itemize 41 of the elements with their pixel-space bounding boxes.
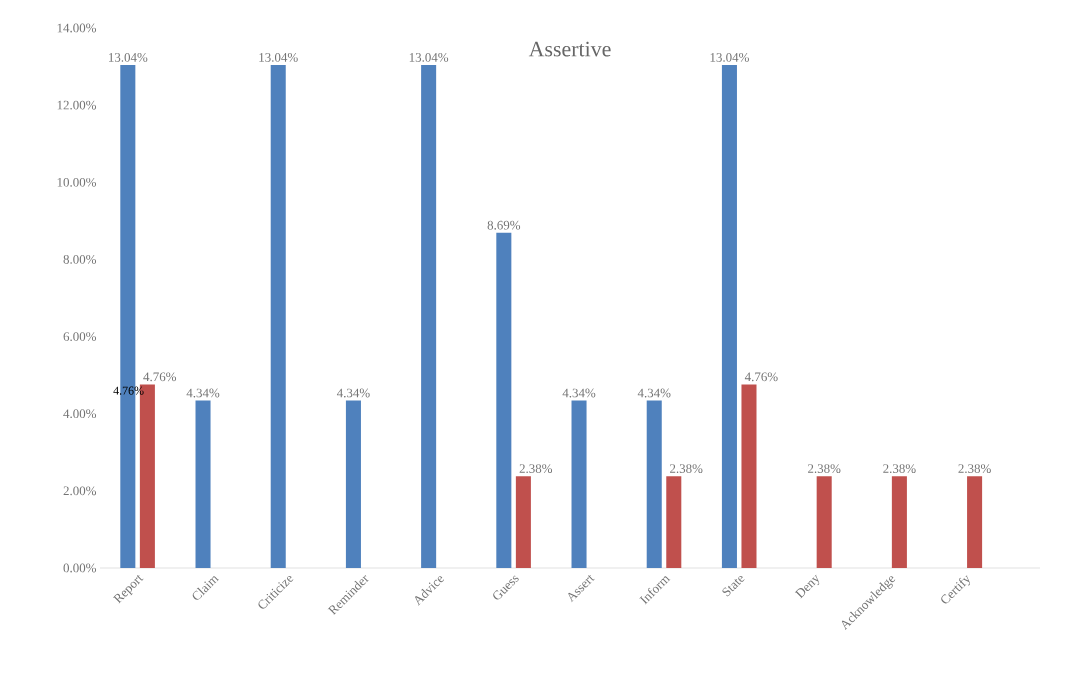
- data-label: 4.34%: [562, 388, 596, 398]
- data-label: 4.34%: [637, 388, 671, 398]
- data-label: 2.38%: [808, 464, 841, 474]
- data-label: 13.04%: [259, 53, 298, 62]
- data-label: 2.38%: [958, 464, 991, 474]
- data-label: 4.34%: [336, 388, 370, 398]
- y-tick-label: 6.00%: [63, 332, 97, 341]
- data-label: 13.04%: [109, 53, 148, 62]
- bar: [891, 476, 907, 568]
- data-label: 8.69%: [487, 220, 521, 230]
- data-label: 4.76%: [143, 372, 177, 382]
- chart-title: Assertive: [528, 41, 611, 57]
- bar: [421, 65, 437, 568]
- annotation: 4.76%: [113, 386, 144, 395]
- y-tick-label: 12.00%: [57, 100, 97, 110]
- data-label: 13.04%: [409, 53, 449, 62]
- bar: [571, 400, 587, 568]
- data-label: 2.38%: [519, 464, 553, 474]
- bar: [741, 384, 757, 568]
- y-tick-label: 0.00%: [63, 563, 97, 573]
- y-tick-label: 8.00%: [63, 255, 97, 264]
- y-tick-label: 2.00%: [63, 486, 97, 496]
- bar: [666, 476, 682, 568]
- x-tick-label: State: [722, 575, 745, 597]
- data-label: 13.04%: [710, 53, 749, 62]
- bar: [345, 400, 361, 568]
- bar: [721, 65, 737, 568]
- y-tick-label: 14.00%: [57, 23, 97, 33]
- data-label: 4.76%: [744, 372, 778, 382]
- data-label: 4.34%: [186, 388, 220, 398]
- data-label: 2.38%: [670, 464, 703, 474]
- bar: [515, 476, 531, 568]
- y-tick-label: 10.00%: [57, 177, 97, 187]
- bar: [816, 476, 832, 568]
- bar: [967, 476, 983, 568]
- bar: [646, 400, 662, 568]
- data-label: 2.38%: [883, 464, 916, 474]
- y-tick-label: 4.00%: [63, 409, 97, 419]
- bar: [270, 65, 286, 568]
- bar: [195, 400, 211, 568]
- bar: [496, 232, 512, 568]
